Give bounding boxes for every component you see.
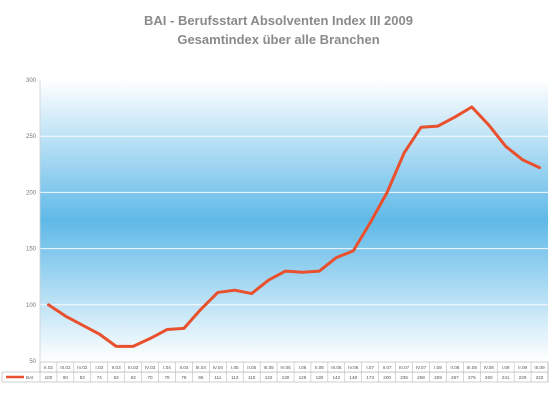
x-tick-label: I.03 bbox=[95, 365, 103, 370]
legend-label: BAI bbox=[26, 375, 33, 380]
data-label: 267 bbox=[451, 375, 459, 380]
data-label: 74 bbox=[97, 375, 103, 380]
data-label: 130 bbox=[282, 375, 290, 380]
y-tick-label: 50 bbox=[29, 359, 36, 365]
x-tick-label: IV.04 bbox=[213, 365, 224, 370]
x-tick-label: III.04 bbox=[196, 365, 207, 370]
data-label: 90 bbox=[63, 375, 69, 380]
plot-background bbox=[40, 80, 548, 361]
x-tick-label: II.02 bbox=[44, 365, 53, 370]
y-tick-label: 250 bbox=[26, 134, 37, 140]
x-tick-label: II.07 bbox=[383, 365, 392, 370]
data-label: 78 bbox=[164, 375, 170, 380]
data-label: 129 bbox=[299, 375, 307, 380]
x-tick-label: III.05 bbox=[263, 365, 274, 370]
data-label: 241 bbox=[502, 375, 510, 380]
x-tick-label: IV.02 bbox=[77, 365, 88, 370]
x-tick-label: IV.05 bbox=[280, 365, 291, 370]
data-label: 122 bbox=[265, 375, 273, 380]
x-tick-label: I.04 bbox=[163, 365, 171, 370]
data-label: 260 bbox=[485, 375, 493, 380]
y-tick-label: 200 bbox=[26, 190, 37, 196]
data-label: 63 bbox=[114, 375, 120, 380]
data-label: 79 bbox=[181, 375, 187, 380]
x-tick-label: III.09 bbox=[534, 365, 545, 370]
series-line-bai bbox=[46, 105, 542, 348]
x-tick-label: II.08 bbox=[450, 365, 459, 370]
x-tick-label: II.04 bbox=[179, 365, 188, 370]
x-tick-label: III.08 bbox=[467, 365, 478, 370]
data-label: 222 bbox=[536, 375, 544, 380]
x-tick-label: III.02 bbox=[60, 365, 71, 370]
x-tick-label: I.08 bbox=[434, 365, 442, 370]
x-tick-label: II.09 bbox=[518, 365, 527, 370]
data-label: 173 bbox=[366, 375, 374, 380]
x-tick-label: I.09 bbox=[502, 365, 510, 370]
data-label: 110 bbox=[248, 375, 256, 380]
x-tick-label: I.05 bbox=[231, 365, 239, 370]
data-label: 142 bbox=[332, 375, 340, 380]
data-label: 96 bbox=[198, 375, 204, 380]
data-label: 259 bbox=[434, 375, 442, 380]
data-label: 82 bbox=[80, 375, 86, 380]
data-label: 148 bbox=[349, 375, 357, 380]
x-tick-label: II.03 bbox=[112, 365, 121, 370]
data-label: 111 bbox=[214, 375, 221, 380]
x-tick-label: IV.06 bbox=[348, 365, 359, 370]
x-tick-label: III.07 bbox=[399, 365, 410, 370]
x-tick-label: II.06 bbox=[315, 365, 324, 370]
x-tick-label: III.03 bbox=[128, 365, 139, 370]
data-label: 258 bbox=[417, 375, 425, 380]
x-tick-label: III.06 bbox=[331, 365, 342, 370]
y-tick-label: 150 bbox=[26, 247, 37, 253]
x-tick-label: I.06 bbox=[299, 365, 307, 370]
chart-subtitle: Gesamtindex über alle Branchen bbox=[177, 32, 380, 47]
x-tick-label: I.07 bbox=[366, 365, 374, 370]
data-label: 130 bbox=[316, 375, 324, 380]
chart-title: BAI - Berufsstart Absolventen Index III … bbox=[144, 13, 413, 28]
data-label: 276 bbox=[468, 375, 476, 380]
y-tick-label: 100 bbox=[26, 303, 37, 309]
x-tick-label: IV.07 bbox=[416, 365, 427, 370]
x-tick-label: IV.03 bbox=[145, 365, 156, 370]
y-tick-label: 300 bbox=[26, 78, 37, 84]
data-label: 100 bbox=[45, 375, 53, 380]
data-label: 113 bbox=[231, 375, 239, 380]
data-label: 235 bbox=[400, 375, 408, 380]
x-tick-label: IV.08 bbox=[484, 365, 495, 370]
x-tick-label: II.05 bbox=[247, 365, 256, 370]
data-label: 70 bbox=[148, 375, 154, 380]
data-label: 200 bbox=[383, 375, 391, 380]
data-label: 63 bbox=[131, 375, 137, 380]
data-label: 229 bbox=[519, 375, 527, 380]
